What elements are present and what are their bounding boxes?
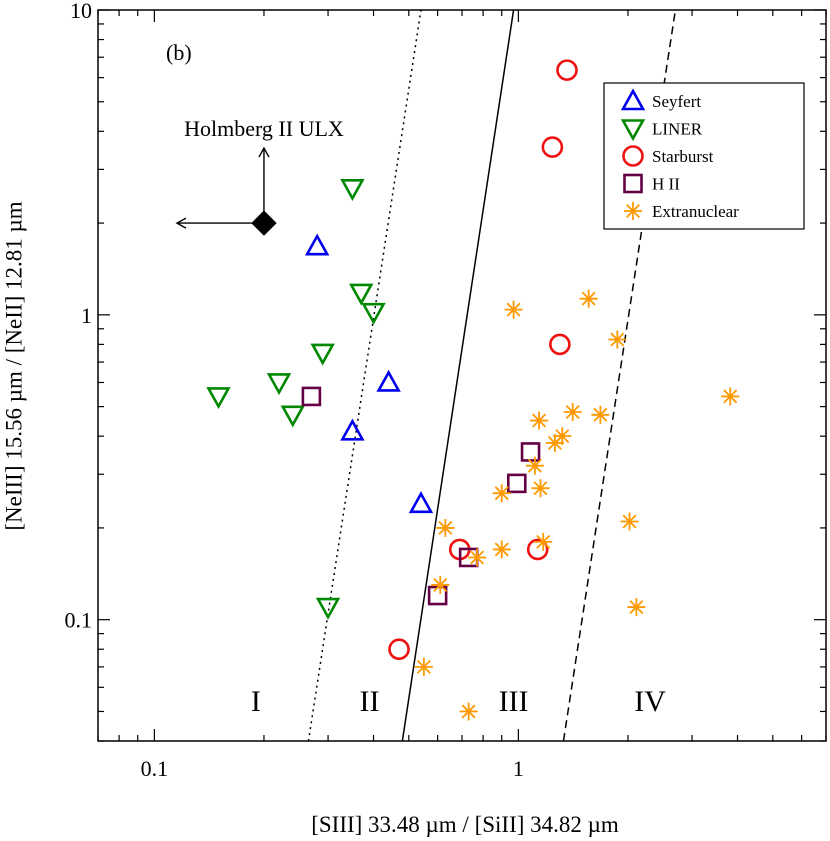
liner-point bbox=[280, 405, 305, 428]
extranuclear-point bbox=[545, 433, 564, 452]
seyfert-point bbox=[304, 233, 330, 256]
legend-extranuclear-marker bbox=[624, 202, 642, 220]
region-label: III bbox=[499, 685, 529, 718]
extranuclear-point bbox=[459, 702, 478, 721]
h-ii-point bbox=[506, 473, 527, 494]
holmberg-annotation: Holmberg II ULX bbox=[175, 116, 344, 236]
extranuclear-point bbox=[534, 532, 553, 551]
seyfert-point bbox=[340, 418, 365, 441]
seyfert-point bbox=[376, 369, 401, 392]
asterisk-stroke bbox=[527, 458, 542, 473]
asterisk-stroke bbox=[610, 332, 625, 347]
asterisk-stroke bbox=[622, 514, 637, 529]
legend-liner-marker bbox=[620, 119, 646, 142]
region-label: IV bbox=[634, 685, 666, 718]
left-arrowhead bbox=[175, 217, 187, 229]
asterisk-stroke bbox=[494, 486, 509, 501]
extranuclear-point bbox=[608, 330, 627, 349]
extranuclear-point bbox=[620, 512, 639, 531]
asterisk-stroke bbox=[536, 534, 551, 549]
liner-point bbox=[361, 302, 386, 325]
h-ii-point bbox=[301, 386, 322, 407]
extranuclear-point bbox=[591, 405, 610, 424]
region-label: II bbox=[360, 685, 380, 718]
starburst-point bbox=[541, 136, 564, 158]
asterisk-stroke bbox=[494, 542, 509, 557]
x-tick-label: 1 bbox=[513, 756, 524, 781]
boundary-line-solid bbox=[401, 9, 515, 742]
extranuclear-point bbox=[504, 300, 523, 319]
y-tick-label: 10 bbox=[70, 0, 92, 23]
asterisk-stroke bbox=[581, 291, 596, 306]
holmberg-diamond-marker bbox=[251, 210, 277, 236]
region-labels: I II III IV bbox=[251, 685, 666, 718]
extranuclear-point bbox=[525, 456, 544, 475]
legend-liner-label: LINER bbox=[652, 120, 703, 139]
seyfert-point bbox=[408, 491, 434, 514]
extranuclear-point bbox=[530, 411, 549, 430]
region-label: I bbox=[251, 685, 261, 718]
holmberg-label: Holmberg II ULX bbox=[184, 116, 344, 141]
liner-point bbox=[315, 597, 341, 620]
panel-label: (b) bbox=[166, 40, 192, 65]
asterisk-stroke bbox=[506, 302, 521, 317]
asterisk-stroke bbox=[565, 405, 580, 420]
asterisk-stroke bbox=[438, 520, 453, 535]
extranuclear-point bbox=[414, 657, 433, 676]
asterisk-stroke bbox=[723, 389, 738, 404]
extranuclear-point bbox=[721, 387, 740, 406]
extranuclear-point bbox=[492, 540, 511, 559]
asterisk-stroke bbox=[433, 577, 448, 592]
y-tick-label: 0.1 bbox=[65, 608, 93, 633]
starburst-point bbox=[549, 333, 571, 356]
extranuclear-point bbox=[436, 518, 455, 537]
y-axis-label: [NeIII] 15.56 µm / [NeII] 12.81 µm bbox=[1, 201, 27, 531]
extranuclear-point bbox=[431, 575, 450, 594]
asterisk-stroke bbox=[532, 413, 547, 428]
legend-h-ii-label: H II bbox=[652, 175, 680, 194]
asterisk-stroke bbox=[533, 481, 548, 496]
starburst-point bbox=[388, 638, 410, 661]
asterisk-stroke bbox=[416, 659, 431, 674]
starburst-point bbox=[526, 538, 549, 561]
extranuclear-point bbox=[492, 484, 511, 503]
extranuclear-point bbox=[627, 598, 646, 617]
liner-point bbox=[349, 283, 374, 306]
legend-seyfert-label: Seyfert bbox=[652, 92, 701, 111]
legend-h-ii-marker bbox=[623, 173, 643, 194]
extranuclear-point bbox=[579, 289, 598, 308]
axis-ticks: 0.1 1 0.1 1 10 bbox=[65, 0, 827, 781]
legend-seyfert-marker bbox=[620, 88, 646, 111]
extranuclear-point bbox=[531, 479, 550, 498]
legend-box bbox=[603, 82, 805, 230]
asterisk-stroke bbox=[470, 550, 485, 565]
asterisk-stroke bbox=[461, 704, 476, 719]
legend-starburst-label: Starburst bbox=[652, 147, 714, 166]
legend: Seyfert LINER Starburst H II Extranuclear bbox=[603, 82, 805, 230]
asterisk-stroke bbox=[593, 407, 608, 422]
data-points bbox=[206, 59, 740, 721]
x-axis-label: [SIII] 33.48 µm / [SiII] 34.82 µm bbox=[311, 812, 619, 837]
legend-extranuclear-label: Extranuclear bbox=[652, 202, 739, 221]
h-ii-point bbox=[427, 585, 448, 606]
x-tick-label: 0.1 bbox=[141, 756, 169, 781]
extranuclear-point bbox=[468, 548, 487, 567]
starburst-point bbox=[556, 59, 578, 81]
y-tick-label: 1 bbox=[81, 303, 92, 328]
h-ii-point bbox=[520, 442, 541, 462]
asterisk-stroke bbox=[625, 203, 641, 219]
asterisk-stroke bbox=[547, 435, 562, 450]
liner-point bbox=[206, 387, 231, 410]
liner-point bbox=[266, 373, 292, 396]
extranuclear-point bbox=[563, 403, 582, 422]
legend-starburst-marker bbox=[622, 145, 644, 167]
liner-point bbox=[310, 343, 335, 366]
up-arrowhead bbox=[258, 146, 270, 158]
asterisk-stroke bbox=[629, 600, 644, 615]
liner-point bbox=[340, 179, 365, 202]
